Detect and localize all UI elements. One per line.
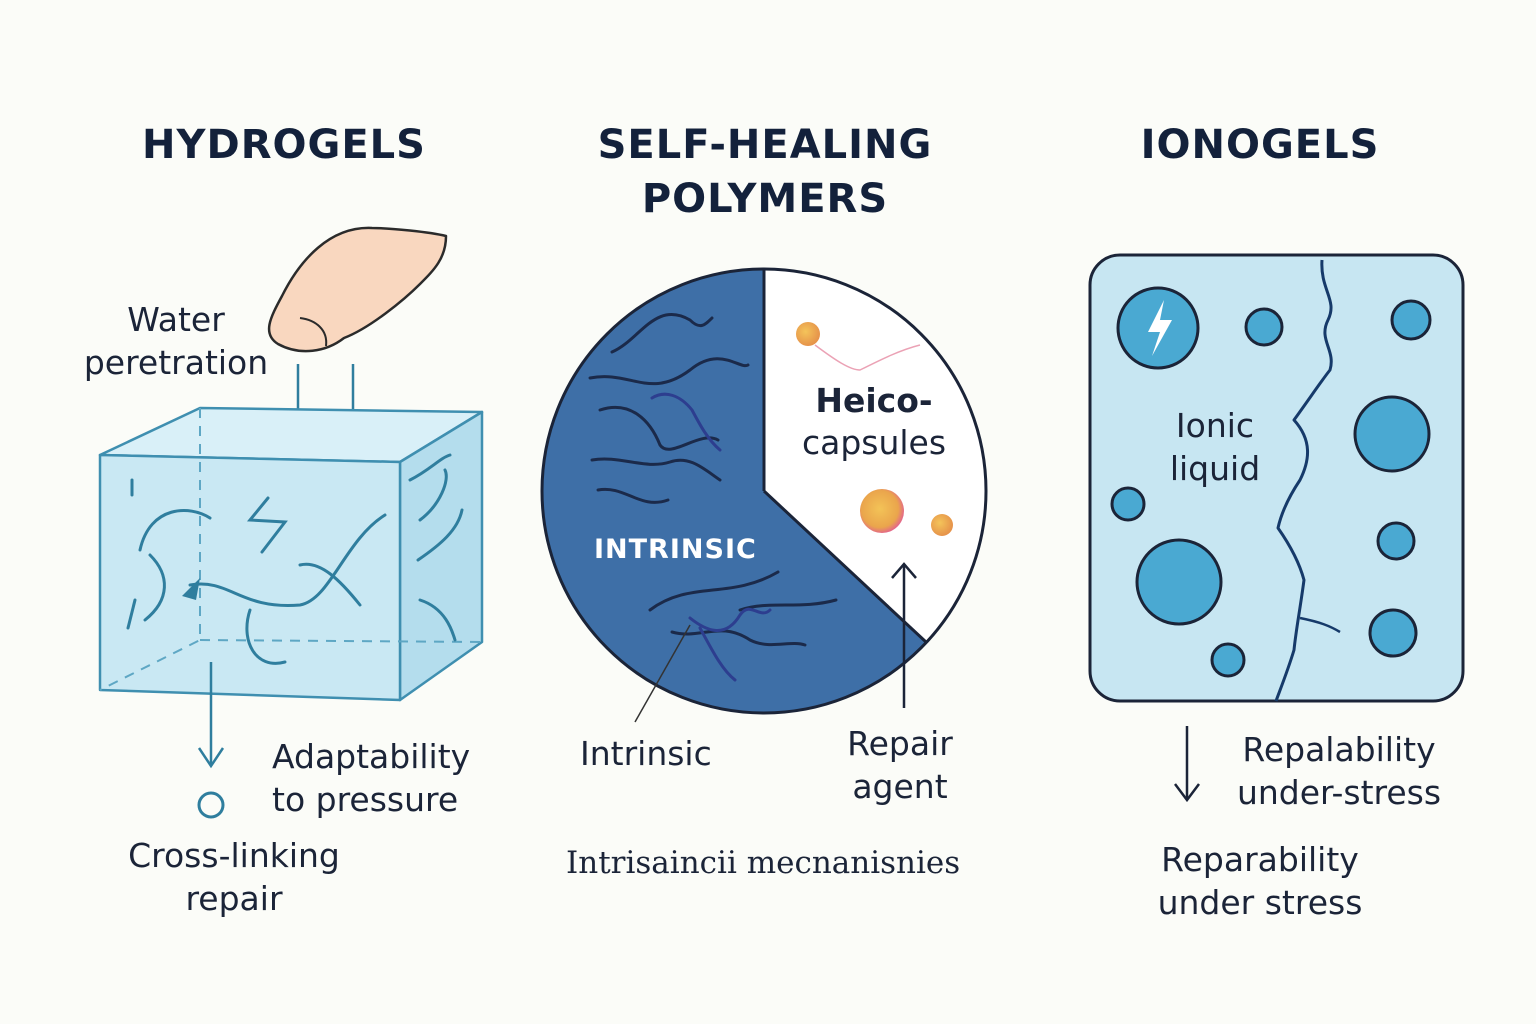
adapt-label-line2: to pressure [272, 780, 459, 819]
capsule-small [796, 322, 820, 346]
reparability-line2: under stress [1157, 883, 1363, 922]
pie-intrinsic-label: INTRINSIC [594, 534, 757, 565]
adapt-label-line1: Adaptability [272, 737, 471, 776]
reparability-bottom-label: Reparability under stress [1130, 838, 1390, 924]
ionogel-panel [1088, 253, 1465, 803]
ionic-label-line2: liquid [1169, 449, 1261, 488]
gel-cube [98, 406, 484, 702]
ionogels-title: IONOGELS [1140, 122, 1380, 168]
water-label-line2: peretration [83, 343, 269, 382]
intrinsic-label: Intrinsic [580, 734, 712, 773]
reparability-line1: Reparability [1161, 840, 1359, 879]
ionic-label-line1: Ionic [1175, 406, 1255, 445]
cross-label-line2: repair [185, 879, 283, 918]
stress-label: Repalability under-stress [1214, 728, 1464, 814]
adaptability-label: Adaptability to pressure [272, 735, 512, 821]
capsule-tiny [931, 514, 953, 536]
repair-label-line1: Repair [847, 724, 953, 763]
hydrogel-panel [98, 226, 484, 819]
down-arrow-icon [197, 662, 225, 819]
cross-label-line1: Cross-linking [128, 836, 340, 875]
repair-label-line2: agent [852, 767, 948, 806]
capsule-large [860, 489, 904, 533]
water-penetration-label: Water peretration [66, 298, 286, 384]
capsules-label: Heico- capsules [784, 380, 964, 464]
capsules-label-line1: Heico- [815, 381, 933, 420]
lightning-icon [1148, 300, 1172, 356]
cross-linking-label: Cross-linking repair [104, 834, 364, 920]
water-label-line1: Water [127, 300, 225, 339]
up-arrow-icon [891, 562, 917, 708]
polymer-pie [540, 267, 988, 723]
hydrogels-title: HYDROGELS [142, 122, 426, 168]
finger-icon [267, 226, 448, 353]
self-healing-title: SELF-HEALING POLYMERS [560, 118, 970, 226]
stress-label-line1: Repalability [1242, 730, 1436, 769]
mechanisms-caption: Intrisaincii mecnanisnies [566, 845, 961, 881]
ion-droplets [1110, 286, 1432, 678]
down-arrow-icon [1174, 726, 1200, 803]
self-healing-title-line2: POLYMERS [641, 176, 889, 222]
ionic-liquid-label: Ionic liquid [1140, 404, 1290, 490]
stress-label-line2: under-stress [1236, 773, 1442, 812]
self-healing-title-line1: SELF-HEALING [597, 122, 933, 168]
repair-agent-label: Repair agent [820, 722, 980, 808]
intrinsic-pointer [634, 624, 691, 723]
capsules-label-line2: capsules [801, 423, 947, 462]
